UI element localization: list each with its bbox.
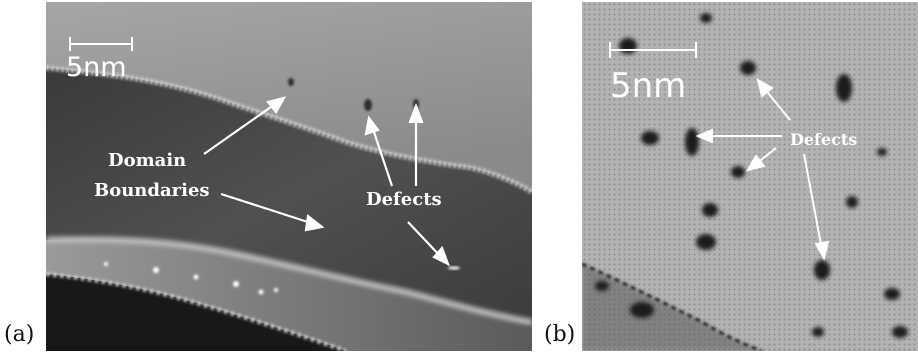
panel-a-label: (a) — [4, 322, 35, 347]
panel-a-stm-image: 5nm Domain Boundaries Defects — [46, 2, 532, 351]
panel-b-stm-image: 5nm Defects — [582, 2, 918, 351]
panel-b-label: (b) — [544, 322, 576, 347]
panel-b-image-graphic — [582, 2, 918, 351]
panel-a-defects-label: Defects — [366, 189, 442, 210]
panel-a-domain-label-line1: Domain — [108, 150, 187, 171]
panel-b-defects-label: Defects — [790, 130, 858, 149]
panel-a-domain-label-line2: Boundaries — [94, 180, 210, 201]
panel-b-scale-bar-label: 5nm — [610, 66, 687, 106]
panel-a-image-graphic — [46, 2, 532, 351]
panel-a-scale-bar-label: 5nm — [66, 52, 127, 83]
